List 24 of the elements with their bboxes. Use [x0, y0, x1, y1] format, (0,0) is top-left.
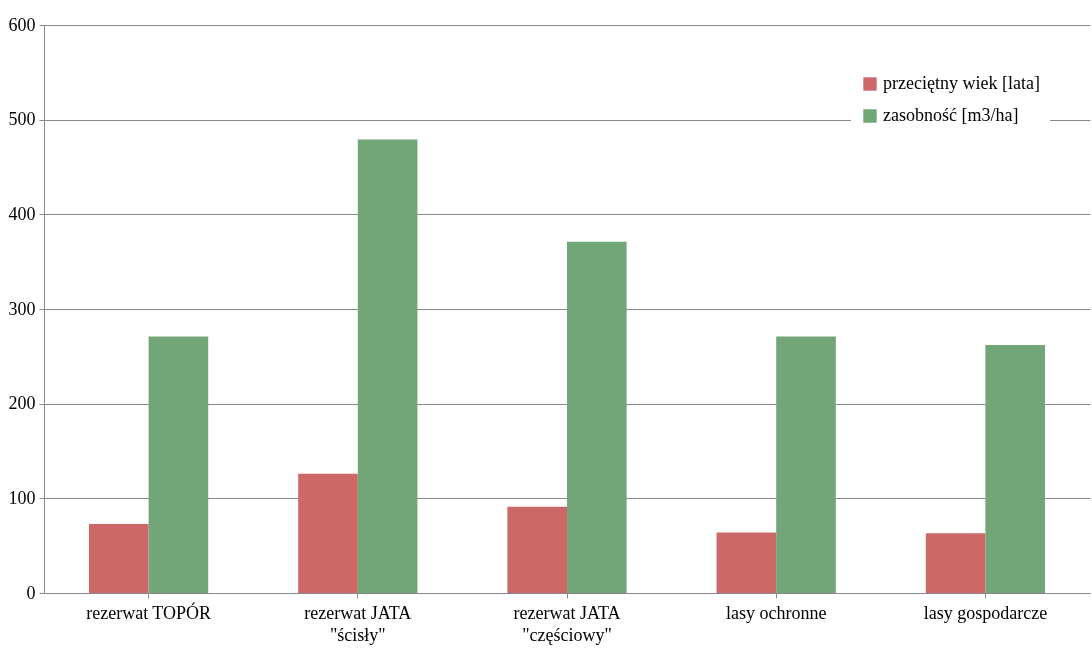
- bar: [567, 241, 627, 593]
- bar: [88, 523, 149, 593]
- bar: [298, 473, 358, 593]
- bar: [776, 336, 836, 593]
- bar: [985, 344, 1046, 593]
- bar: [357, 139, 418, 593]
- x-tick-label: lasy ochronne: [725, 602, 827, 623]
- y-tick-label: 400: [8, 203, 36, 224]
- x-tick-label: rezerwat TOPÓR: [86, 601, 212, 623]
- y-tick-label: 300: [8, 298, 36, 319]
- legend-label: zasobność [m3/ha]: [883, 105, 1019, 125]
- x-tick-label: rezerwat JATA "ścisły": [304, 602, 412, 645]
- x-tick-label: rezerwat JATA "częściowy": [513, 602, 621, 645]
- y-tick-label: 100: [8, 487, 36, 508]
- bar: [507, 506, 567, 593]
- y-tick-label: 600: [8, 14, 36, 35]
- legend-label: przeciętny wiek [lata]: [883, 73, 1040, 93]
- y-tick-label: 0: [26, 582, 36, 603]
- y-tick-label: 200: [8, 393, 36, 414]
- bar: [148, 336, 209, 593]
- x-tick-label: lasy gospodarcze: [923, 602, 1048, 623]
- y-tick-label: 500: [8, 109, 36, 130]
- bar: [925, 533, 986, 593]
- bar: [716, 532, 777, 593]
